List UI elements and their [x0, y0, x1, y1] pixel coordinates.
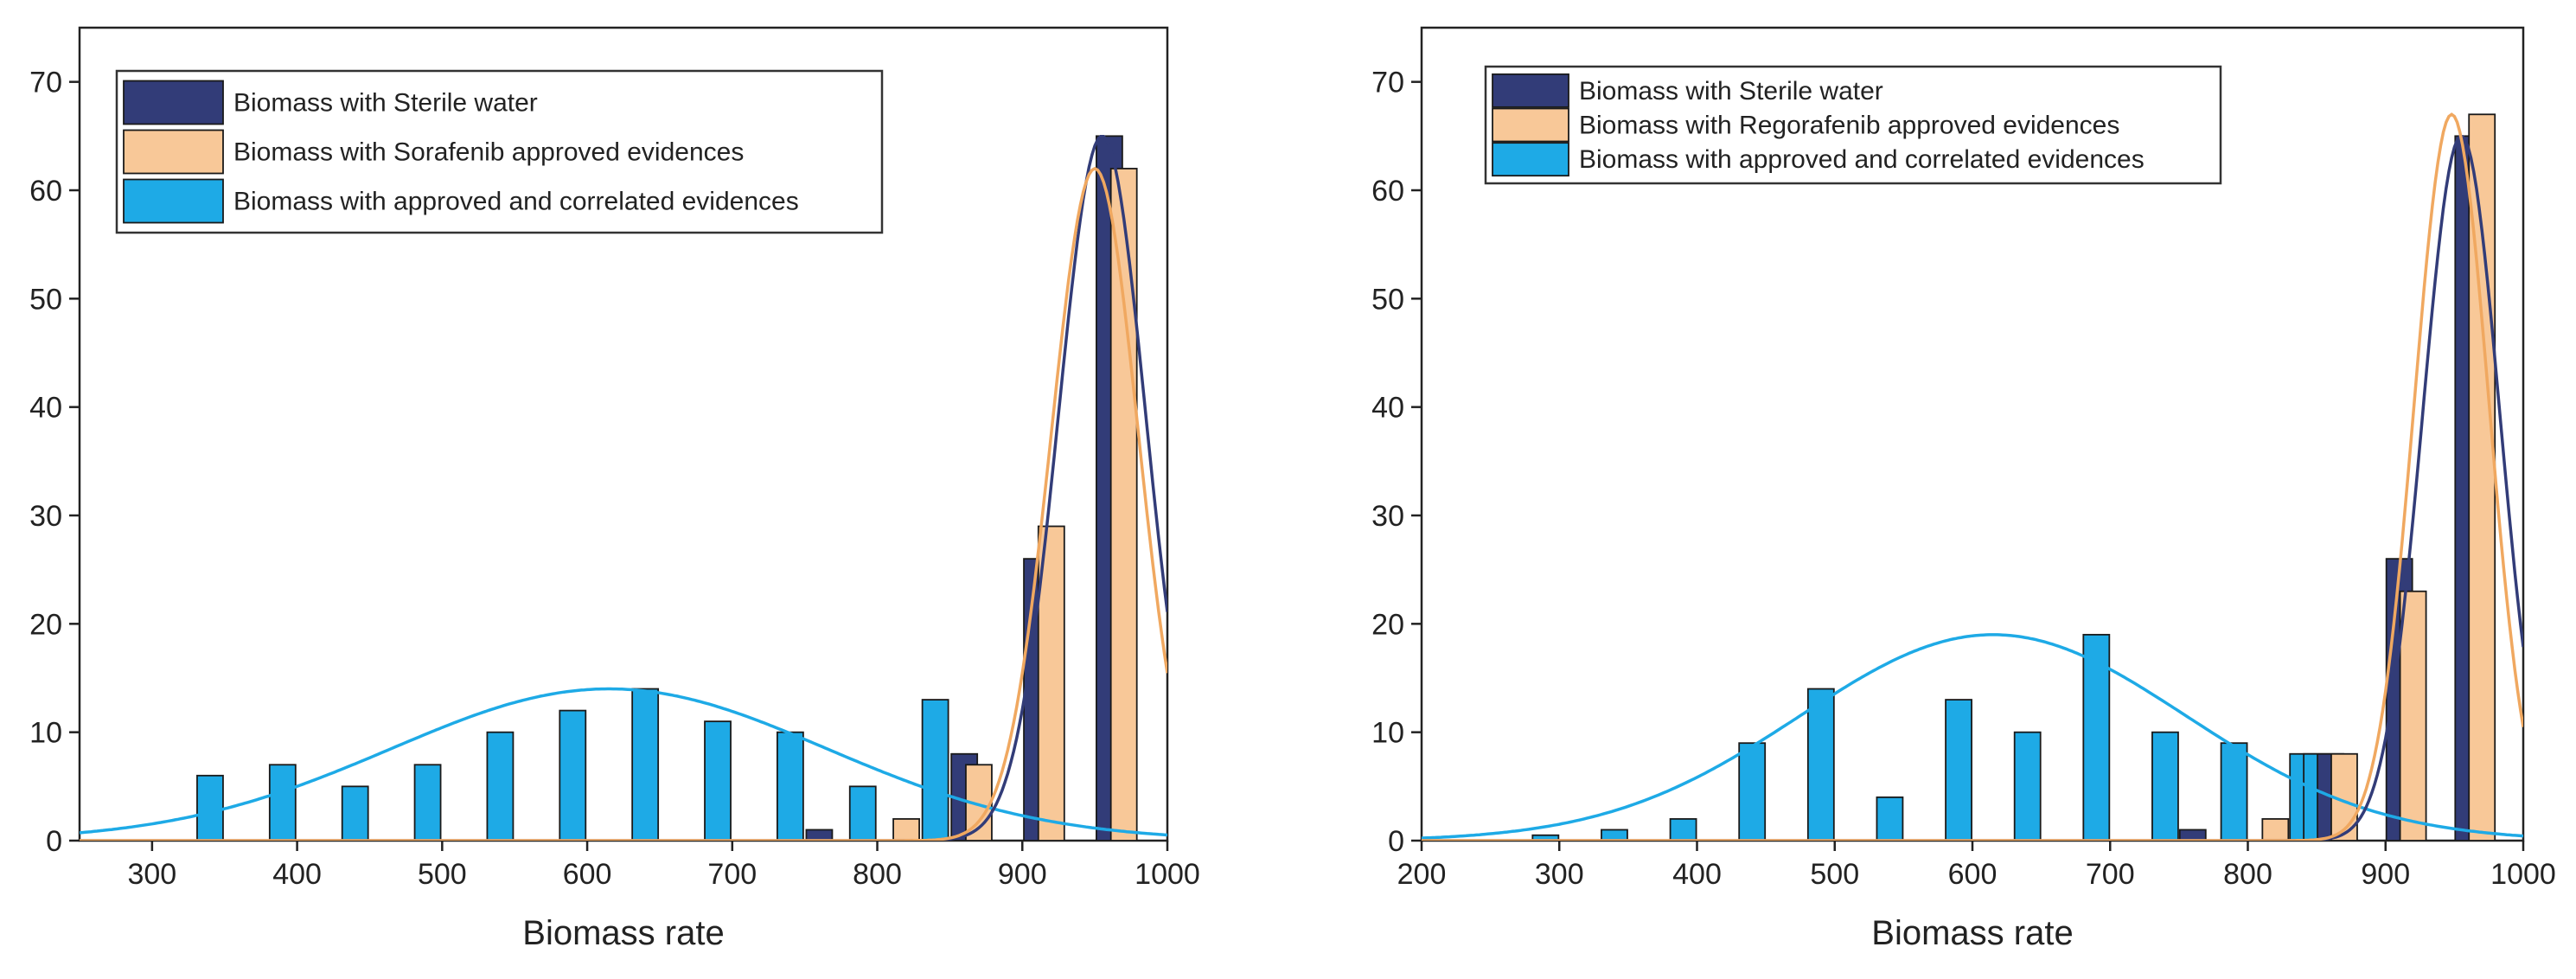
y-tick-label: 50: [1371, 283, 1404, 316]
correlated-bar: [631, 688, 660, 841]
x-tick-label: 500: [1810, 858, 1859, 891]
x-tick-label: 1000: [2490, 858, 2556, 891]
correlated-bar: [1669, 818, 1697, 841]
approved-bar: [2399, 590, 2427, 841]
y-tick-label: 30: [29, 500, 62, 533]
correlated-bar: [196, 774, 224, 841]
correlated-bar: [559, 709, 587, 841]
correlated-fit-curve: [1422, 633, 2523, 840]
y-tick-label: 60: [1371, 175, 1404, 208]
approved-bar: [2261, 818, 2290, 841]
sterile-legend-label: Biomass with Sterile water: [233, 89, 538, 118]
y-tick-label: 20: [29, 608, 62, 641]
left-chart-panel: 0 10 20 30 40 50 60 70 300 400 500 600 700 800 900 1000…: [0, 0, 1228, 979]
sterile-legend-swatch: [1492, 73, 1569, 108]
correlated-bar: [2082, 633, 2111, 841]
correlated-bar: [776, 731, 804, 841]
correlated-bar: [1945, 699, 1972, 841]
plot-area: [80, 135, 1167, 841]
x-tick-label: 600: [1948, 858, 1998, 891]
correlated-bar: [268, 764, 297, 841]
legend-box: [1484, 65, 2222, 185]
y-tick-label: 60: [29, 175, 62, 208]
approved-legend-label: Biomass with Sorafenib approved evidence…: [233, 138, 744, 167]
sterile-legend-swatch: [123, 80, 224, 125]
x-tick-label: 400: [272, 858, 322, 891]
correlated-bar: [486, 731, 515, 841]
correlated-legend-label: Biomass with approved and correlated evi…: [233, 188, 799, 216]
legend-box: [115, 69, 884, 234]
correlated-bar: [848, 785, 877, 841]
correlated-bar: [2013, 731, 2042, 841]
correlated-bar: [1876, 796, 1904, 841]
approved-legend-label: Biomass with Regorafenib approved eviden…: [1579, 112, 2119, 140]
x-tick-label: 800: [2223, 858, 2272, 891]
correlated-bar: [921, 699, 949, 841]
correlated-bar: [1601, 829, 1628, 841]
x-axis-title: Biomass rate: [1871, 914, 2073, 952]
x-tick-label: 400: [1672, 858, 1722, 891]
y-tick-label: 10: [29, 717, 62, 750]
approved-bar: [1109, 168, 1138, 841]
x-tick-label: 700: [707, 858, 757, 891]
y-tick-label: 0: [46, 825, 62, 858]
x-tick-label: 600: [563, 858, 612, 891]
y-tick-label: 20: [1371, 608, 1404, 641]
correlated-bar: [1806, 688, 1835, 841]
sterile-legend-label: Biomass with Sterile water: [1579, 77, 1883, 106]
correlated-bar: [341, 785, 369, 841]
x-tick-label: 200: [1397, 858, 1447, 891]
left-histogram-chart: 0 10 20 30 40 50 60 70 300 400 500 600 700 800 900 1000…: [29, 26, 1200, 952]
y-tick-label: 0: [1388, 825, 1404, 858]
right-histogram-chart: 0 10 20 30 40 50 60 70 200 300 400 500 600 700 800 900 1…: [1371, 26, 2556, 952]
y-tick-label: 70: [29, 67, 62, 99]
right-chart-panel: 0 10 20 30 40 50 60 70 200 300 400 500 600 700 800 900 1…: [1314, 0, 2576, 979]
plot-area: [1422, 112, 2523, 841]
correlated-legend-swatch: [1492, 142, 1569, 177]
approved-bar: [892, 818, 920, 841]
x-tick-label: 800: [853, 858, 902, 891]
correlated-fit-curve: [80, 687, 1167, 837]
sterile-bar: [2178, 829, 2207, 841]
correlated-bar: [2220, 742, 2248, 841]
y-tick-label: 40: [1371, 392, 1404, 425]
sterile-fit-curve: [1422, 135, 2523, 841]
x-axis-title: Biomass rate: [522, 914, 724, 952]
x-tick-label: 500: [418, 858, 467, 891]
approved-fit-curve: [80, 166, 1167, 841]
approved-legend-swatch: [1492, 107, 1569, 143]
y-tick-label: 40: [29, 392, 62, 425]
x-tick-label: 700: [2086, 858, 2135, 891]
correlated-bar: [413, 764, 442, 841]
approved-bar: [1037, 525, 1065, 841]
correlated-bar: [1738, 742, 1767, 841]
approved-legend-swatch: [123, 129, 224, 175]
sterile-bar: [805, 829, 834, 841]
x-tick-label: 300: [1535, 858, 1584, 891]
y-tick-label: 50: [29, 283, 62, 316]
x-tick-label: 300: [127, 858, 176, 891]
correlated-legend-label: Biomass with approved and correlated evi…: [1579, 145, 2145, 174]
approved-fit-curve: [1422, 112, 2523, 841]
correlated-bar: [1531, 834, 1560, 841]
x-tick-label: 900: [2361, 858, 2410, 891]
y-tick-label: 30: [1371, 500, 1404, 533]
x-tick-label: 1000: [1135, 858, 1200, 891]
correlated-bar: [2151, 731, 2179, 841]
y-tick-label: 10: [1371, 717, 1404, 750]
correlated-bar: [704, 720, 732, 841]
sterile-fit-curve: [80, 135, 1167, 841]
x-tick-label: 900: [998, 858, 1047, 891]
y-tick-label: 70: [1371, 67, 1404, 99]
correlated-legend-swatch: [123, 178, 224, 224]
